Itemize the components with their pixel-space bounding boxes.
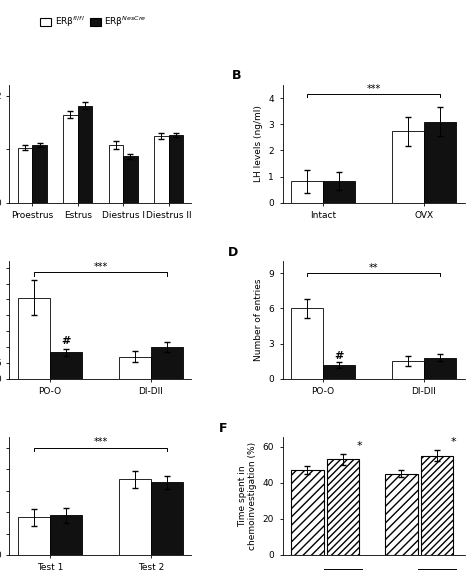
Text: ***: *** xyxy=(366,84,381,94)
Bar xyxy=(63,114,78,202)
Bar xyxy=(118,356,151,379)
Text: *: * xyxy=(451,438,456,447)
Text: B: B xyxy=(231,69,241,82)
Bar xyxy=(154,136,169,202)
Bar xyxy=(323,365,356,379)
Bar xyxy=(50,515,82,555)
Bar xyxy=(169,135,183,202)
Bar xyxy=(291,470,324,555)
Bar xyxy=(385,474,418,555)
Bar xyxy=(123,156,138,202)
Bar xyxy=(323,181,356,202)
Bar xyxy=(291,181,323,202)
Bar xyxy=(32,145,47,202)
Bar xyxy=(78,106,92,202)
Bar xyxy=(291,308,323,379)
Bar xyxy=(118,479,151,555)
Bar xyxy=(392,132,424,202)
Bar xyxy=(424,358,456,379)
Text: **: ** xyxy=(369,263,378,272)
Bar xyxy=(424,122,456,202)
Bar xyxy=(18,518,50,555)
Text: D: D xyxy=(228,245,238,259)
Y-axis label: Time spent in
chemoinvestigation (%): Time spent in chemoinvestigation (%) xyxy=(238,442,257,550)
Bar xyxy=(18,298,50,379)
Bar xyxy=(151,347,183,379)
Text: #: # xyxy=(62,336,71,346)
Bar xyxy=(18,148,32,202)
Y-axis label: Number of entries: Number of entries xyxy=(254,279,263,362)
Bar xyxy=(151,482,183,555)
Bar xyxy=(392,361,424,379)
Text: ***: *** xyxy=(93,437,108,447)
Bar xyxy=(109,145,123,202)
Bar xyxy=(420,455,454,555)
Text: ***: *** xyxy=(93,262,108,272)
Text: #: # xyxy=(335,351,344,360)
Bar xyxy=(50,352,82,379)
Text: F: F xyxy=(219,422,228,435)
Y-axis label: LH levels (ng/ml): LH levels (ng/ml) xyxy=(254,105,263,182)
Text: *: * xyxy=(356,441,362,451)
Bar xyxy=(327,459,359,555)
Legend: ERβ$^{fl/fl}$, ERβ$^{NesCre}$: ERβ$^{fl/fl}$, ERβ$^{NesCre}$ xyxy=(37,11,150,33)
